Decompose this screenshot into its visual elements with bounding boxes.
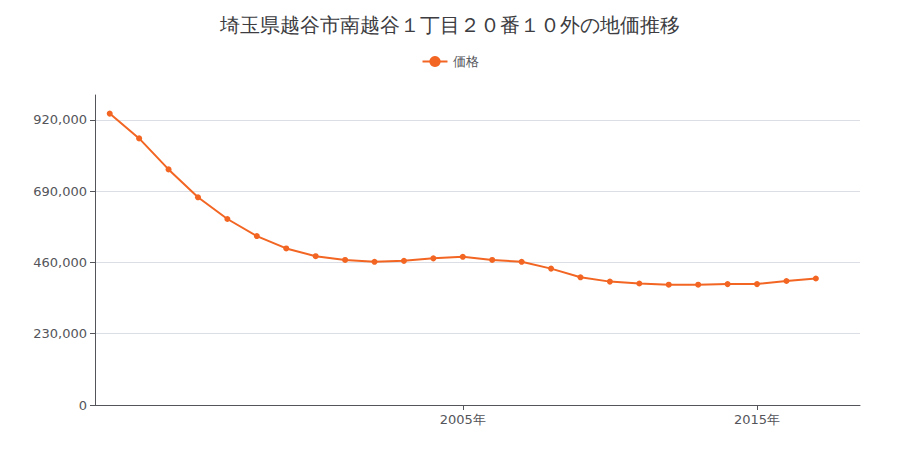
svg-text:920,000: 920,000: [33, 112, 87, 127]
svg-text:0: 0: [79, 398, 87, 413]
svg-text:230,000: 230,000: [33, 326, 87, 341]
svg-text:埼玉県越谷市南越谷１丁目２０番１０外の地価推移: 埼玉県越谷市南越谷１丁目２０番１０外の地価推移: [219, 13, 680, 37]
svg-text:2005年: 2005年: [440, 412, 486, 427]
svg-text:2015年: 2015年: [734, 412, 780, 427]
svg-text:460,000: 460,000: [33, 255, 87, 270]
svg-text:価格: 価格: [453, 54, 479, 69]
svg-text:690,000: 690,000: [33, 184, 87, 199]
